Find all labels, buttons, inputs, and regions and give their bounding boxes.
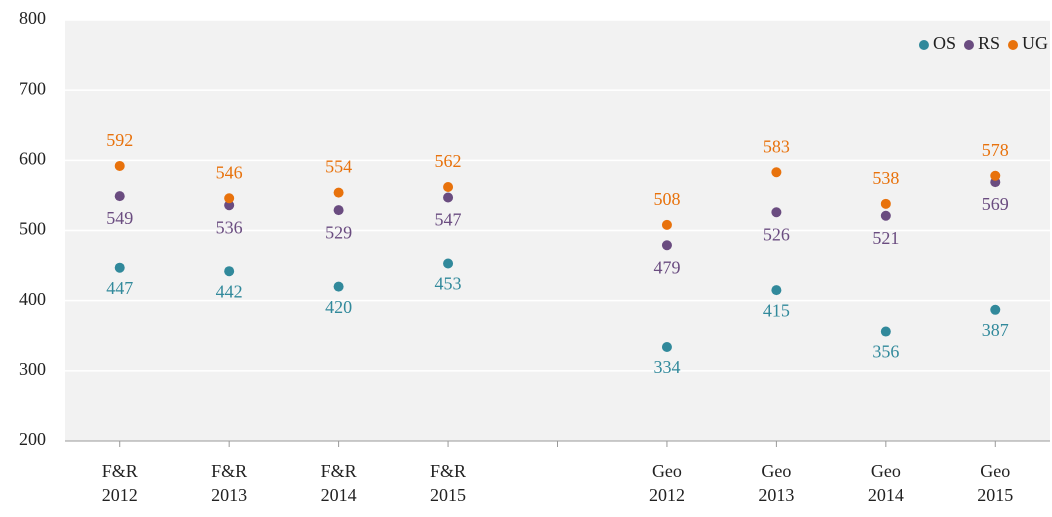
data-label: 526 bbox=[763, 224, 790, 244]
dot bbox=[880, 326, 891, 337]
y-tick-label: 500 bbox=[19, 219, 46, 239]
data-label: 546 bbox=[216, 162, 243, 182]
dot bbox=[114, 262, 125, 273]
x-tick-label: F&R 2012 bbox=[101, 461, 138, 505]
data-label: 387 bbox=[982, 320, 1009, 340]
data-label: 562 bbox=[435, 151, 462, 171]
data-label: 442 bbox=[216, 281, 243, 301]
x-tick-label: Geo 2012 bbox=[648, 461, 685, 505]
x-tick-label: F&R 2014 bbox=[320, 461, 357, 505]
dot bbox=[990, 170, 1001, 181]
legend-label: UG bbox=[1022, 33, 1048, 53]
dot bbox=[333, 205, 344, 216]
data-label: 529 bbox=[325, 222, 352, 242]
dot bbox=[771, 207, 782, 218]
dot bbox=[880, 210, 891, 221]
dot bbox=[333, 281, 344, 292]
data-label: 538 bbox=[872, 168, 899, 188]
data-label: 479 bbox=[653, 257, 680, 277]
dot bbox=[990, 304, 1001, 315]
dot bbox=[661, 219, 672, 230]
data-label: 508 bbox=[653, 189, 680, 209]
y-tick-label: 400 bbox=[19, 289, 46, 309]
dot bbox=[224, 266, 235, 277]
x-tick-label: F&R 2015 bbox=[430, 461, 467, 505]
x-tick-label: Geo 2013 bbox=[758, 461, 795, 505]
legend-marker bbox=[963, 40, 974, 50]
x-tick-label: F&R 2013 bbox=[211, 461, 248, 505]
y-tick-label: 600 bbox=[19, 148, 46, 168]
dot bbox=[880, 198, 891, 209]
data-label: 521 bbox=[872, 228, 899, 248]
dot bbox=[443, 181, 454, 192]
dot bbox=[661, 341, 672, 352]
data-label: 554 bbox=[325, 157, 352, 177]
dot bbox=[224, 200, 235, 211]
y-tick-label: 200 bbox=[19, 429, 46, 449]
dot bbox=[114, 191, 125, 202]
legend-marker bbox=[1008, 40, 1018, 50]
data-label: 578 bbox=[982, 140, 1009, 160]
dot bbox=[224, 193, 235, 204]
data-label: 592 bbox=[106, 130, 133, 150]
data-label: 536 bbox=[216, 217, 243, 237]
dot bbox=[771, 167, 782, 178]
data-label: 415 bbox=[763, 300, 790, 320]
y-tick-label: 700 bbox=[19, 78, 46, 98]
legend-marker bbox=[918, 40, 929, 50]
data-label: 420 bbox=[325, 297, 352, 317]
y-tick-label: 800 bbox=[19, 8, 46, 28]
dot bbox=[443, 258, 454, 269]
data-label: 447 bbox=[106, 278, 133, 298]
y-tick-label: 300 bbox=[19, 359, 46, 379]
dot bbox=[771, 285, 782, 296]
dot bbox=[443, 192, 454, 203]
data-label: 453 bbox=[435, 274, 462, 294]
data-label: 547 bbox=[435, 210, 462, 230]
dot bbox=[661, 240, 672, 251]
data-label: 569 bbox=[982, 194, 1009, 214]
x-tick-label: Geo 2015 bbox=[977, 461, 1014, 505]
x-tick-label: Geo 2014 bbox=[867, 461, 904, 505]
data-label: 334 bbox=[653, 357, 680, 377]
legend-label: OS bbox=[933, 33, 956, 53]
dot bbox=[333, 187, 344, 198]
data-label: 356 bbox=[872, 342, 899, 362]
data-label: 583 bbox=[763, 136, 790, 156]
dot bbox=[114, 160, 125, 171]
legend-label: RS bbox=[978, 33, 1000, 53]
data-label: 549 bbox=[106, 208, 133, 228]
